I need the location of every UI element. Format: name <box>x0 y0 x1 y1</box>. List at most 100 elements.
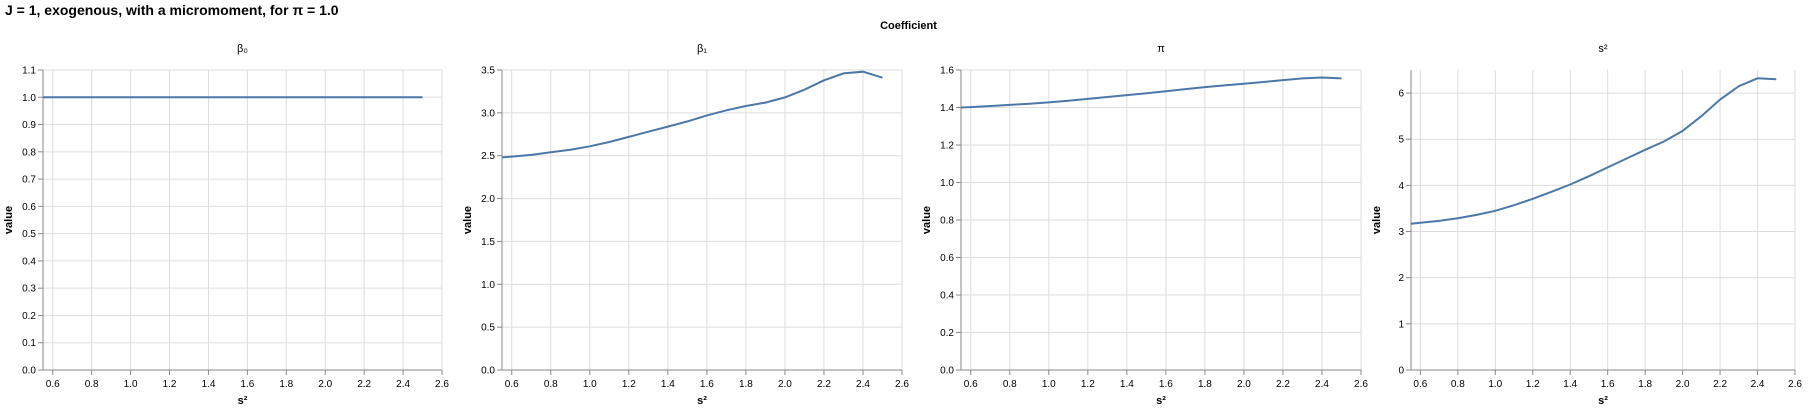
y-tick-label: 1.0 <box>940 178 954 189</box>
y-tick-label: 5 <box>1398 135 1404 146</box>
y-axis-label: value <box>462 206 474 234</box>
y-tick-label: 1.0 <box>22 93 36 104</box>
x-tick-label: 2.6 <box>1788 379 1802 390</box>
x-tick-label: 2.0 <box>1676 379 1690 390</box>
panel-title: s² <box>1598 43 1608 55</box>
y-tick-label: 0.0 <box>940 366 954 377</box>
y-tick-label: 0.0 <box>481 366 495 377</box>
panel-title: π <box>1157 43 1165 55</box>
y-tick-label: 2.0 <box>481 194 495 205</box>
y-tick-label: 3.0 <box>481 108 495 119</box>
x-tick-label: 2.4 <box>856 379 870 390</box>
x-tick-label: 1.2 <box>1526 379 1540 390</box>
x-axis-label: s² <box>1156 395 1166 407</box>
y-tick-label: 0.7 <box>22 175 36 186</box>
x-tick-label: 0.8 <box>1451 379 1465 390</box>
chart-panel-3: 0.6 0.8 1.0 1.2 1.4 1.6 1.8 2.0 2.2 2.4 2.6 0.0 0.2 0… <box>921 43 1368 407</box>
chart-panel-1: 0.6 0.8 1.0 1.2 1.4 1.6 1.8 2.0 2.2 2.4 2.6 0.0 0.1 0… <box>3 43 449 407</box>
x-axis-label: s² <box>1598 395 1608 407</box>
x-tick-label: 2.2 <box>1713 379 1727 390</box>
series-line <box>960 76 1342 109</box>
x-tick-label: 1.8 <box>1198 379 1212 390</box>
x-tick-label: 2.4 <box>396 379 410 390</box>
chart-panel-4: 0.6 0.8 1.0 1.2 1.4 1.6 1.8 2.0 2.2 2.4 2.6 0 1 2 3 4 5 6… <box>1371 43 1802 407</box>
x-tick-label: 1.2 <box>622 379 636 390</box>
x-tick-label: 2.0 <box>778 379 792 390</box>
chart-panel-2: 0.6 0.8 1.0 1.2 1.4 1.6 1.8 2.0 2.2 2.4 2.6 0.0 0.5 1… <box>462 43 909 407</box>
series-line <box>1410 77 1777 225</box>
y-tick-label: 0.0 <box>22 366 36 377</box>
y-tick-label: 0.4 <box>22 256 36 267</box>
y-tick-label: 0.6 <box>22 202 36 213</box>
x-tick-label: 1.6 <box>700 379 714 390</box>
x-tick-label: 0.6 <box>964 379 978 390</box>
x-tick-label: 2.0 <box>318 379 332 390</box>
x-tick-label: 1.2 <box>1081 379 1095 390</box>
y-tick-label: 1.2 <box>940 141 954 152</box>
x-tick-label: 2.4 <box>1315 379 1329 390</box>
x-tick-label: 1.8 <box>739 379 753 390</box>
facet-header: Coefficient <box>880 20 937 32</box>
x-tick-label: 1.6 <box>1601 379 1615 390</box>
x-tick-label: 2.6 <box>895 379 909 390</box>
x-tick-label: 0.8 <box>85 379 99 390</box>
y-tick-label: 6 <box>1398 89 1404 100</box>
y-tick-label: 0.5 <box>481 323 495 334</box>
y-tick-label: 3 <box>1398 227 1404 238</box>
y-tick-label: 2 <box>1398 273 1404 284</box>
x-tick-label: 1.6 <box>240 379 254 390</box>
y-tick-label: 0.5 <box>22 229 36 240</box>
x-tick-label: 1.2 <box>163 379 177 390</box>
x-tick-label: 2.6 <box>1354 379 1368 390</box>
x-tick-label: 2.4 <box>1751 379 1765 390</box>
x-tick-label: 0.8 <box>1003 379 1017 390</box>
x-tick-label: 1.8 <box>279 379 293 390</box>
x-tick-label: 2.0 <box>1237 379 1251 390</box>
y-tick-label: 0 <box>1398 366 1404 377</box>
y-tick-label: 0.4 <box>940 291 954 302</box>
x-tick-label: 0.8 <box>544 379 558 390</box>
panel-title: β₁ <box>697 43 707 55</box>
y-axis-label: value <box>1371 206 1383 234</box>
y-tick-label: 4 <box>1398 181 1404 192</box>
y-tick-label: 1.6 <box>940 66 954 77</box>
y-axis-label: value <box>921 206 933 234</box>
x-tick-label: 1.0 <box>1042 379 1056 390</box>
x-tick-label: 1.0 <box>583 379 597 390</box>
y-tick-label: 1.4 <box>940 103 954 114</box>
x-tick-label: 2.2 <box>817 379 831 390</box>
x-tick-label: 1.0 <box>124 379 138 390</box>
x-tick-label: 0.6 <box>1413 379 1427 390</box>
y-tick-label: 0.2 <box>940 328 954 339</box>
x-tick-label: 1.8 <box>1638 379 1652 390</box>
x-tick-label: 0.6 <box>505 379 519 390</box>
y-tick-label: 1.5 <box>481 237 495 248</box>
x-tick-label: 1.6 <box>1159 379 1173 390</box>
y-tick-label: 0.8 <box>22 147 36 158</box>
y-tick-label: 0.9 <box>22 120 36 131</box>
x-tick-label: 1.4 <box>1563 379 1577 390</box>
y-tick-label: 0.6 <box>940 253 954 264</box>
y-axis-label: value <box>3 206 15 234</box>
x-tick-label: 2.2 <box>357 379 371 390</box>
series-line <box>501 70 883 159</box>
x-tick-label: 1.4 <box>201 379 215 390</box>
x-tick-label: 1.4 <box>1120 379 1134 390</box>
y-tick-label: 1 <box>1398 319 1404 330</box>
panel-title: β₀ <box>237 43 248 55</box>
chart-title: J = 1, exogenous, with a micromoment, fo… <box>5 2 339 18</box>
x-tick-label: 1.4 <box>661 379 675 390</box>
x-axis-label: s² <box>697 395 707 407</box>
x-tick-label: 2.2 <box>1276 379 1290 390</box>
x-tick-label: 0.6 <box>46 379 60 390</box>
x-axis-label: s² <box>238 395 248 407</box>
y-tick-label: 0.2 <box>22 311 36 322</box>
y-tick-label: 1.1 <box>22 66 36 77</box>
y-tick-label: 1.0 <box>481 280 495 291</box>
x-tick-label: 2.6 <box>435 379 449 390</box>
x-tick-label: 1.0 <box>1488 379 1502 390</box>
y-tick-label: 0.1 <box>22 338 36 349</box>
y-tick-label: 0.8 <box>940 216 954 227</box>
y-tick-label: 3.5 <box>481 66 495 77</box>
